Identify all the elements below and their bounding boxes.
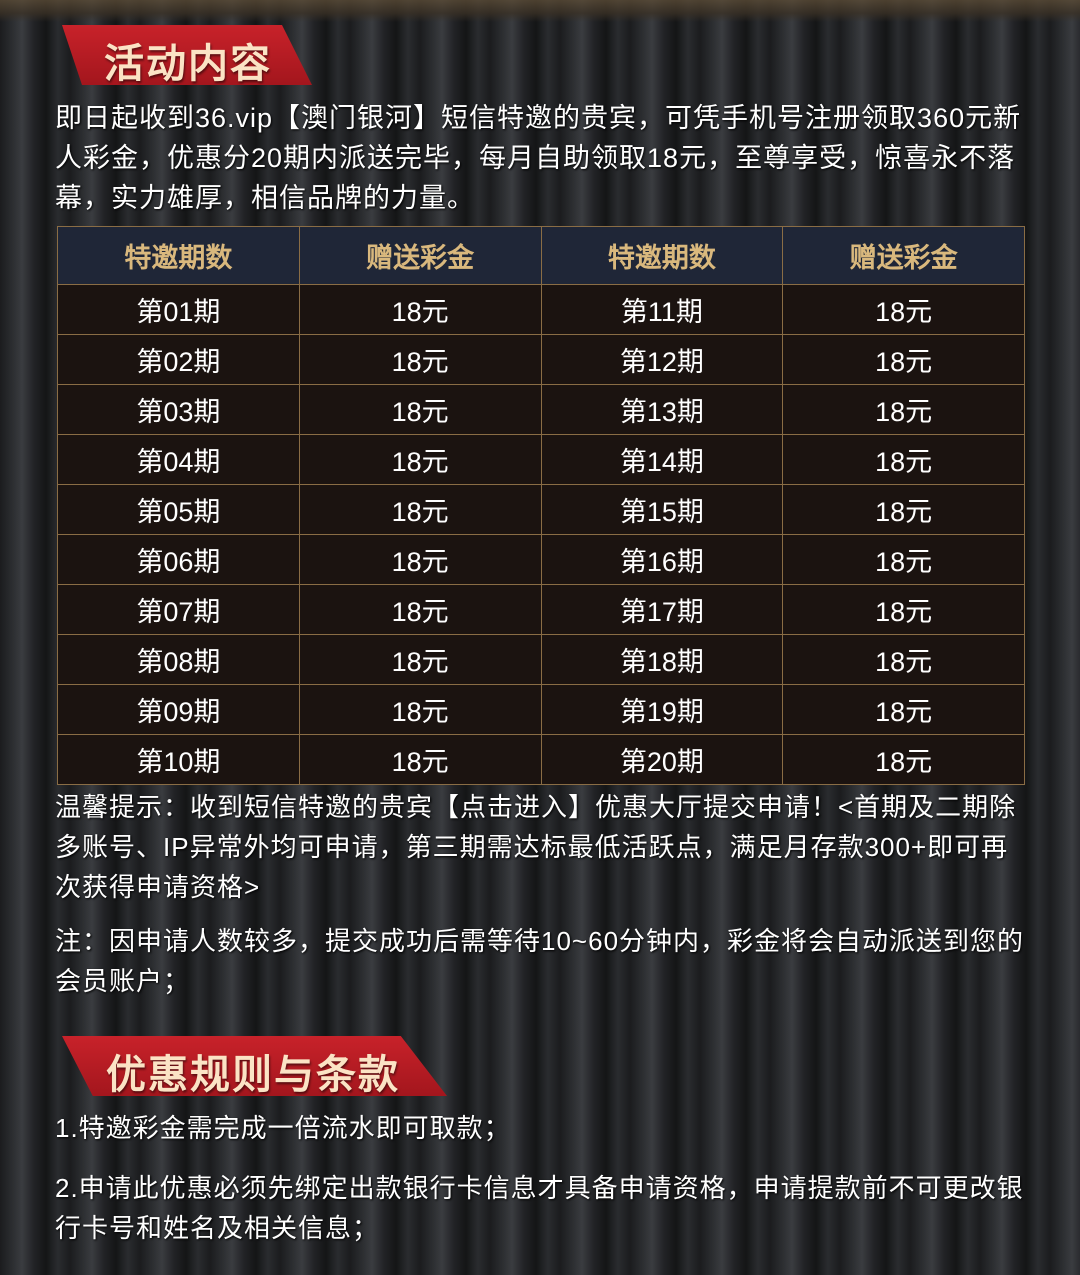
period-cell: 第20期 xyxy=(540,734,784,785)
period-cell: 第04期 xyxy=(57,434,300,485)
table-header-row: 特邀期数 赠送彩金 特邀期数 赠送彩金 xyxy=(57,226,1025,285)
bonus-cell: 18元 xyxy=(782,484,1025,535)
table-row: 第07期 18元 第17期 18元 xyxy=(57,584,1025,635)
section-banner-activity: 活动内容 xyxy=(62,25,312,85)
header-period: 特邀期数 xyxy=(57,226,300,285)
period-cell: 第10期 xyxy=(57,734,300,785)
period-cell: 第05期 xyxy=(57,484,300,535)
table-row: 第01期 18元 第11期 18元 xyxy=(57,284,1025,335)
header-period: 特邀期数 xyxy=(540,226,784,285)
bonus-cell: 18元 xyxy=(782,684,1025,735)
header-bonus: 赠送彩金 xyxy=(298,226,542,285)
period-cell: 第13期 xyxy=(540,384,784,435)
period-cell: 第02期 xyxy=(57,334,300,385)
table-row: 第02期 18元 第12期 18元 xyxy=(57,334,1025,385)
table-row: 第05期 18元 第15期 18元 xyxy=(57,484,1025,535)
bonus-cell: 18元 xyxy=(298,384,542,435)
bonus-cell: 18元 xyxy=(298,584,542,635)
top-decoration xyxy=(0,0,1080,22)
section-title: 优惠规则与条款 xyxy=(106,1053,400,1097)
period-cell: 第17期 xyxy=(540,584,784,635)
bonus-cell: 18元 xyxy=(298,534,542,585)
note-text: 注：因申请人数较多，提交成功后需等待10~60分钟内，彩金将会自动派送到您的会员… xyxy=(55,926,1025,996)
period-cell: 第08期 xyxy=(57,634,300,685)
bonus-schedule-table: 特邀期数 赠送彩金 特邀期数 赠送彩金 第01期 18元 第11期 18元 第02期 18… xyxy=(57,226,1025,785)
bonus-cell: 18元 xyxy=(298,434,542,485)
table-row: 第03期 18元 第13期 18元 xyxy=(57,384,1025,435)
period-cell: 第19期 xyxy=(540,684,784,735)
bonus-cell: 18元 xyxy=(298,334,542,385)
section-banner-rules: 优惠规则与条款 xyxy=(62,1036,447,1096)
period-cell: 第18期 xyxy=(540,634,784,685)
period-cell: 第07期 xyxy=(57,584,300,635)
bonus-cell: 18元 xyxy=(782,434,1025,485)
table-row: 第08期 18元 第18期 18元 xyxy=(57,634,1025,685)
header-bonus: 赠送彩金 xyxy=(782,226,1025,285)
intro-text: 即日起收到36.vip【澳门银河】短信特邀的贵宾，可凭手机号注册领取360元新人… xyxy=(55,103,1022,213)
bonus-cell: 18元 xyxy=(782,384,1025,435)
table-row: 第09期 18元 第19期 18元 xyxy=(57,684,1025,735)
bonus-cell: 18元 xyxy=(782,584,1025,635)
section-title: 活动内容 xyxy=(104,42,272,86)
bonus-cell: 18元 xyxy=(298,684,542,735)
bonus-cell: 18元 xyxy=(782,284,1025,335)
bonus-cell: 18元 xyxy=(298,734,542,785)
period-cell: 第01期 xyxy=(57,284,300,335)
bonus-cell: 18元 xyxy=(782,634,1025,685)
table-row: 第04期 18元 第14期 18元 xyxy=(57,434,1025,485)
period-cell: 第11期 xyxy=(540,284,784,335)
period-cell: 第12期 xyxy=(540,334,784,385)
period-cell: 第06期 xyxy=(57,534,300,585)
bonus-cell: 18元 xyxy=(782,534,1025,585)
period-cell: 第14期 xyxy=(540,434,784,485)
bonus-cell: 18元 xyxy=(298,634,542,685)
table-row: 第06期 18元 第16期 18元 xyxy=(57,534,1025,585)
bonus-cell: 18元 xyxy=(298,484,542,535)
period-cell: 第09期 xyxy=(57,684,300,735)
table-row: 第10期 18元 第20期 18元 xyxy=(57,734,1025,785)
tip-text: 温馨提示：收到短信特邀的贵宾【点击进入】优惠大厅提交申请！<首期及二期除多账号、… xyxy=(55,792,1017,902)
rule-item: 1.特邀彩金需完成一倍流水即可取款； xyxy=(55,1113,511,1143)
bonus-cell: 18元 xyxy=(782,334,1025,385)
period-cell: 第03期 xyxy=(57,384,300,435)
bonus-cell: 18元 xyxy=(782,734,1025,785)
period-cell: 第15期 xyxy=(540,484,784,535)
bonus-cell: 18元 xyxy=(298,284,542,335)
period-cell: 第16期 xyxy=(540,534,784,585)
rule-item: 2.申请此优惠必须先绑定出款银行卡信息才具备申请资格，申请提款前不可更改银行卡号… xyxy=(55,1173,1024,1243)
